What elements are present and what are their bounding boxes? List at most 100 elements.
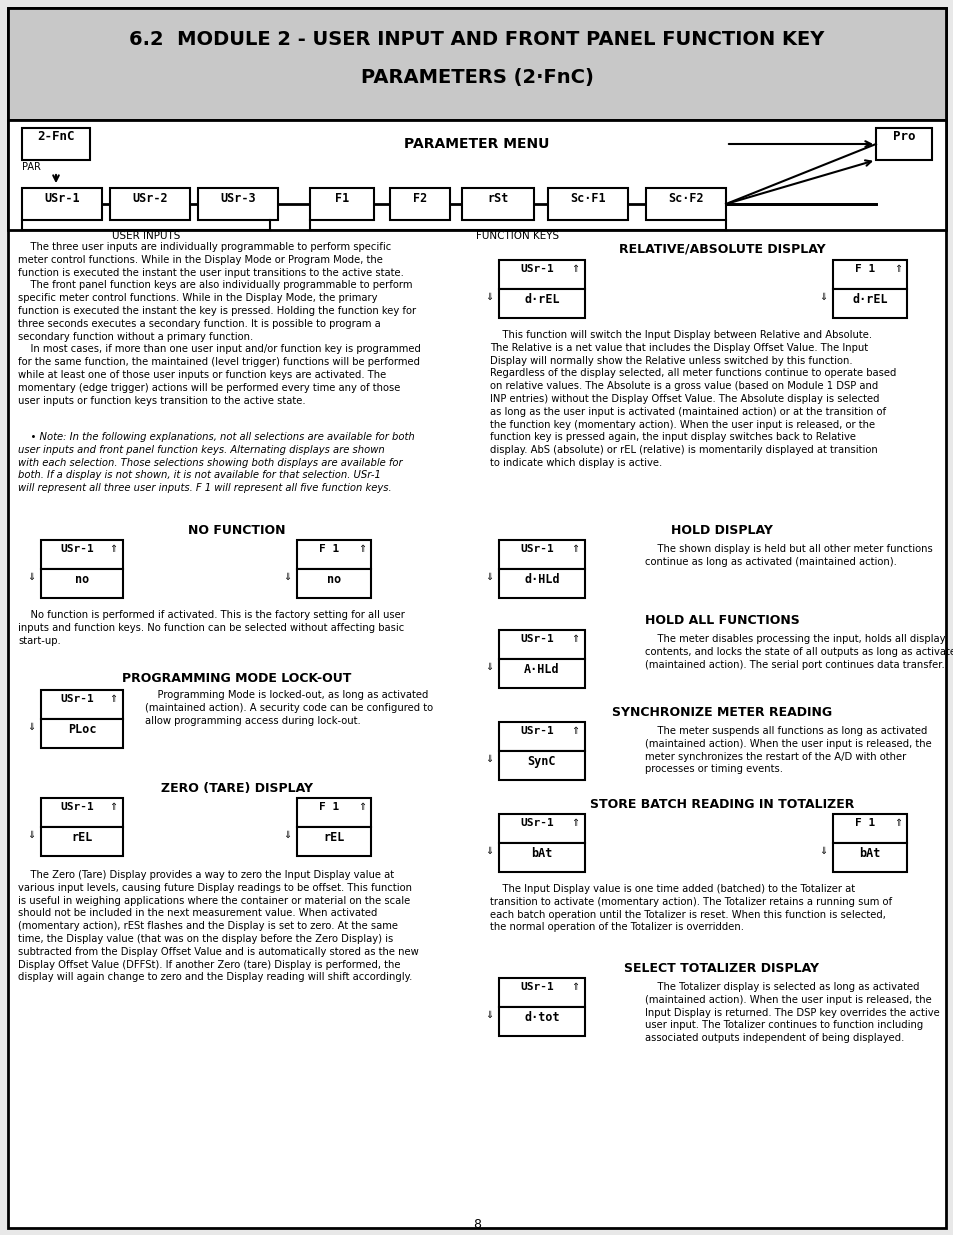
Text: F 1: F 1 [855, 264, 875, 274]
FancyBboxPatch shape [832, 289, 906, 317]
Text: rSt: rSt [487, 191, 508, 205]
Text: PLoc: PLoc [68, 722, 96, 736]
Text: ⇑: ⇑ [357, 543, 366, 555]
FancyBboxPatch shape [41, 827, 123, 856]
Text: ⇓: ⇓ [484, 572, 493, 582]
Text: The shown display is held but all other meter functions
continue as long as acti: The shown display is held but all other … [644, 543, 932, 567]
Text: NO FUNCTION: NO FUNCTION [188, 524, 286, 537]
FancyBboxPatch shape [296, 827, 371, 856]
Text: ⇓: ⇓ [27, 572, 35, 582]
FancyBboxPatch shape [498, 569, 584, 598]
Text: ⇓: ⇓ [27, 830, 35, 840]
FancyBboxPatch shape [41, 719, 123, 748]
Text: F 1: F 1 [319, 802, 339, 811]
FancyBboxPatch shape [198, 188, 277, 220]
Text: USr-1: USr-1 [519, 543, 553, 555]
FancyBboxPatch shape [832, 814, 906, 844]
FancyBboxPatch shape [498, 751, 584, 781]
FancyBboxPatch shape [875, 128, 931, 161]
FancyBboxPatch shape [296, 540, 371, 569]
FancyBboxPatch shape [296, 569, 371, 598]
FancyBboxPatch shape [8, 7, 945, 120]
FancyBboxPatch shape [8, 7, 945, 1228]
FancyBboxPatch shape [498, 630, 584, 659]
Text: 8: 8 [473, 1218, 480, 1231]
Text: PARAMETER MENU: PARAMETER MENU [404, 137, 549, 151]
Text: SynC: SynC [527, 755, 556, 768]
FancyBboxPatch shape [296, 798, 371, 827]
Text: SELECT TOTALIZER DISPLAY: SELECT TOTALIZER DISPLAY [624, 962, 819, 974]
Text: 6.2  MODULE 2 - USER INPUT AND FRONT PANEL FUNCTION KEY: 6.2 MODULE 2 - USER INPUT AND FRONT PANE… [130, 30, 823, 49]
Text: ⇑: ⇑ [570, 818, 578, 827]
Text: PAR: PAR [22, 162, 41, 172]
FancyBboxPatch shape [498, 261, 584, 289]
Text: Programming Mode is locked-out, as long as activated
(maintained action). A secu: Programming Mode is locked-out, as long … [145, 690, 433, 726]
Text: A·HLd: A·HLd [523, 663, 559, 676]
Text: ⇓: ⇓ [818, 846, 826, 856]
Text: ⇓: ⇓ [484, 755, 493, 764]
Text: d·rEL: d·rEL [523, 293, 559, 306]
Text: F2: F2 [413, 191, 427, 205]
Text: HOLD DISPLAY: HOLD DISPLAY [670, 524, 772, 537]
Text: PARAMETERS (2·FnC): PARAMETERS (2·FnC) [360, 68, 593, 86]
Text: ⇓: ⇓ [27, 722, 35, 732]
Text: • Note: In the following explanations, not all selections are available for both: • Note: In the following explanations, n… [18, 432, 415, 493]
FancyBboxPatch shape [41, 690, 123, 719]
Text: ⇓: ⇓ [818, 291, 826, 303]
Text: The Totalizer display is selected as long as activated
(maintained action). When: The Totalizer display is selected as lon… [644, 982, 939, 1044]
Text: ⇑: ⇑ [357, 802, 366, 811]
Text: ⇓: ⇓ [283, 830, 291, 840]
Text: Sc·F2: Sc·F2 [667, 191, 703, 205]
Text: USr-1: USr-1 [60, 543, 93, 555]
Text: no: no [74, 573, 89, 585]
Text: USr-1: USr-1 [519, 726, 553, 736]
Text: F 1: F 1 [319, 543, 339, 555]
Text: USER INPUTS: USER INPUTS [112, 231, 180, 241]
Text: No function is performed if activated. This is the factory setting for all user
: No function is performed if activated. T… [18, 610, 404, 646]
Text: ⇑: ⇑ [893, 264, 902, 274]
Text: USr-3: USr-3 [220, 191, 255, 205]
Text: The Zero (Tare) Display provides a way to zero the Input Display value at
variou: The Zero (Tare) Display provides a way t… [18, 869, 418, 982]
Text: USr-2: USr-2 [132, 191, 168, 205]
Text: USr-1: USr-1 [519, 982, 553, 992]
Text: ⇓: ⇓ [484, 291, 493, 303]
Text: RELATIVE/ABSOLUTE DISPLAY: RELATIVE/ABSOLUTE DISPLAY [618, 242, 824, 254]
Text: Sc·F1: Sc·F1 [570, 191, 605, 205]
Text: ZERO (TARE) DISPLAY: ZERO (TARE) DISPLAY [161, 782, 313, 795]
Text: rEL: rEL [323, 831, 344, 844]
FancyBboxPatch shape [547, 188, 627, 220]
Text: ⇓: ⇓ [484, 1010, 493, 1020]
Text: STORE BATCH READING IN TOTALIZER: STORE BATCH READING IN TOTALIZER [589, 798, 853, 811]
FancyBboxPatch shape [41, 540, 123, 569]
Text: d·tot: d·tot [523, 1011, 559, 1024]
Text: FUNCTION KEYS: FUNCTION KEYS [476, 231, 559, 241]
FancyBboxPatch shape [498, 722, 584, 751]
FancyBboxPatch shape [310, 188, 374, 220]
Text: USr-1: USr-1 [519, 818, 553, 827]
Text: PROGRAMMING MODE LOCK-OUT: PROGRAMMING MODE LOCK-OUT [122, 672, 352, 685]
Text: bAt: bAt [531, 847, 552, 860]
Text: no: no [327, 573, 341, 585]
Text: ⇑: ⇑ [109, 543, 117, 555]
Text: The meter suspends all functions as long as activated
(maintained action). When : The meter suspends all functions as long… [644, 726, 931, 774]
Text: ⇑: ⇑ [109, 694, 117, 704]
Text: d·rEL: d·rEL [851, 293, 887, 306]
Text: ⇓: ⇓ [484, 846, 493, 856]
Text: ⇓: ⇓ [484, 662, 493, 672]
Text: USr-1: USr-1 [60, 694, 93, 704]
FancyBboxPatch shape [498, 1007, 584, 1036]
FancyBboxPatch shape [22, 188, 102, 220]
Text: USr-1: USr-1 [60, 802, 93, 811]
FancyBboxPatch shape [390, 188, 450, 220]
FancyBboxPatch shape [498, 659, 584, 688]
FancyBboxPatch shape [22, 128, 90, 161]
Text: d·HLd: d·HLd [523, 573, 559, 585]
Text: This function will switch the Input Display between Relative and Absolute.
The R: This function will switch the Input Disp… [490, 330, 896, 468]
Text: ⇓: ⇓ [283, 572, 291, 582]
FancyBboxPatch shape [41, 569, 123, 598]
FancyBboxPatch shape [832, 844, 906, 872]
Text: The three user inputs are individually programmable to perform specific
meter co: The three user inputs are individually p… [18, 242, 420, 405]
Text: SYNCHRONIZE METER READING: SYNCHRONIZE METER READING [611, 706, 831, 719]
FancyBboxPatch shape [41, 798, 123, 827]
FancyBboxPatch shape [498, 540, 584, 569]
